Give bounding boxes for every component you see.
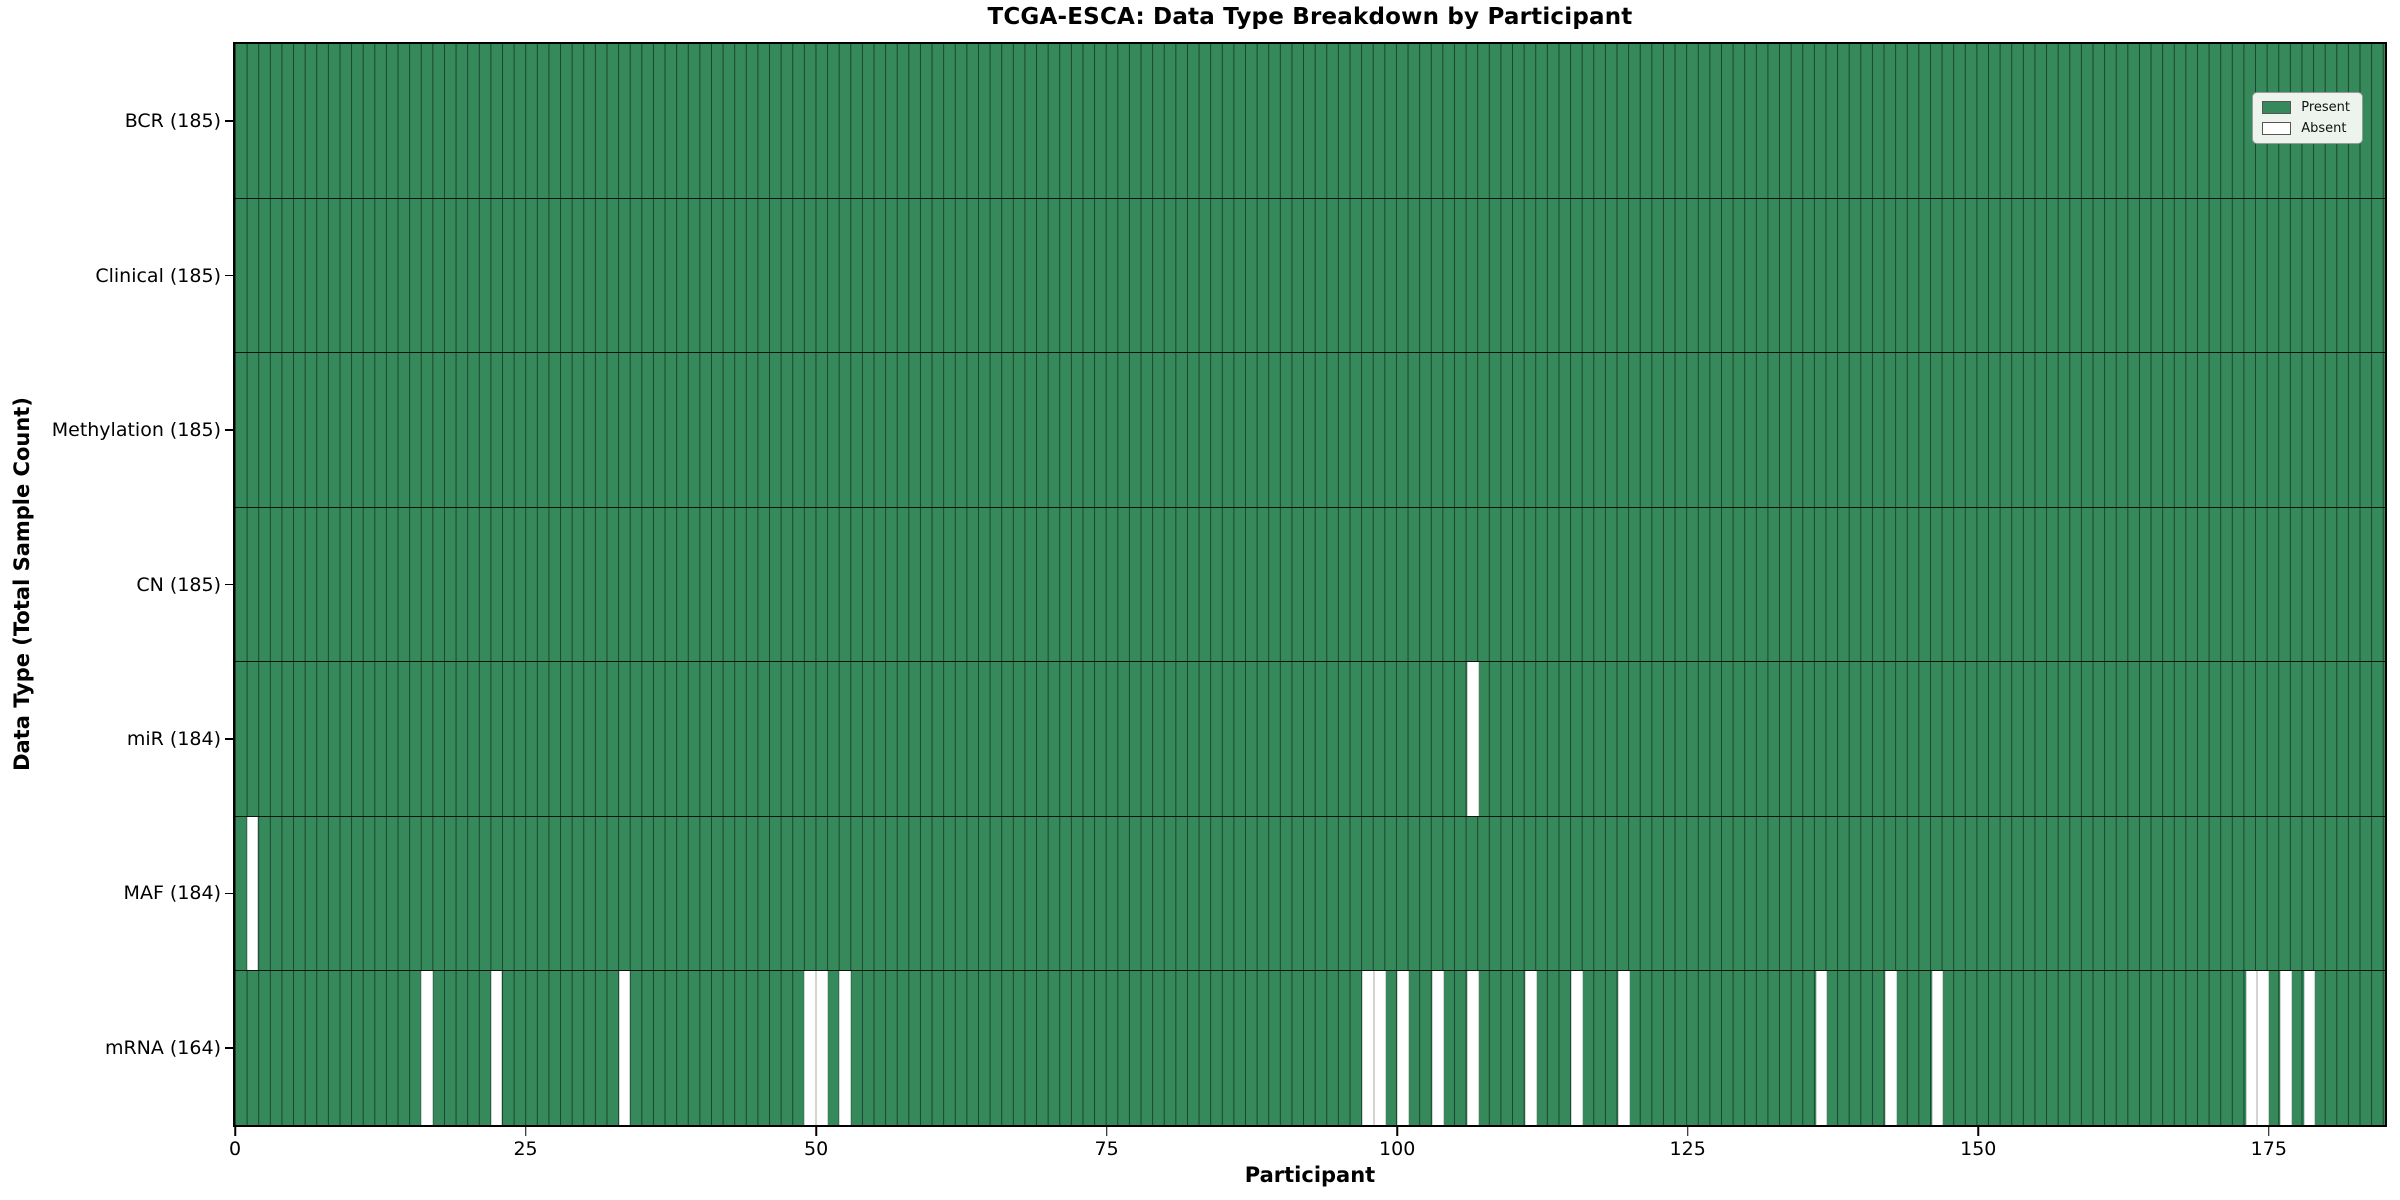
heatmap-row-clinical: [235, 198, 2385, 354]
absent-cell: [2303, 971, 2316, 1126]
y-tick-mark: [225, 274, 233, 277]
x-tick-mark: [1105, 1127, 1108, 1136]
x-tick-mark: [234, 1127, 236, 1136]
y-tick-label: MAF (184): [123, 882, 221, 905]
absent-cell: [490, 971, 503, 1126]
x-tick-mark: [1977, 1127, 1979, 1136]
absent-cell: [1432, 971, 1444, 1126]
heatmap-row-cn: [235, 507, 2385, 663]
legend-swatch-absent: [2262, 122, 2292, 135]
x-tick-label: 50: [803, 1138, 829, 1160]
heatmap-rows: [235, 44, 2385, 1126]
x-axis-label: Participant: [1244, 1163, 1376, 1187]
heatmap-row-bcr: [235, 44, 2385, 199]
absent-cell: [1931, 971, 1944, 1126]
legend-label: Absent: [2301, 121, 2347, 136]
legend-swatch-present: [2262, 101, 2292, 114]
absent-cell: [839, 971, 851, 1126]
absent-cell: [2280, 971, 2292, 1126]
absent-cell: [1525, 971, 1537, 1126]
chart-title: TCGA-ESCA: Data Type Breakdown by Partic…: [987, 4, 1633, 30]
x-tick-label: 75: [1094, 1138, 1119, 1160]
heatmap-row-mrna: [235, 971, 2385, 1126]
x-tick-label: 125: [1669, 1138, 1706, 1160]
x-tick-mark: [1396, 1127, 1398, 1136]
x-tick-mark: [1686, 1127, 1689, 1136]
absent-cell: [1571, 971, 1584, 1126]
absent-cell: [804, 971, 817, 1126]
heatmap-row-maf: [235, 816, 2385, 972]
plot-area: Present Absent: [233, 42, 2387, 1127]
x-tick-label: 175: [2250, 1138, 2287, 1160]
absent-cell: [1362, 971, 1374, 1126]
x-tick-label: 0: [228, 1138, 242, 1160]
y-tick-mark: [225, 429, 233, 431]
x-tick-label: 25: [513, 1138, 538, 1160]
legend-entry-present: Present: [2262, 100, 2350, 115]
y-tick-label: BCR (185): [124, 110, 221, 133]
x-tick-label: 100: [1379, 1138, 1416, 1160]
y-axis-label: Data Type (Total Sample Count): [10, 397, 34, 771]
x-tick-mark: [524, 1127, 527, 1136]
heatmap-row-methylation: [235, 353, 2385, 508]
absent-cell: [816, 971, 828, 1126]
y-tick-label: Methylation (185): [51, 419, 221, 442]
absent-cell: [1373, 971, 1386, 1126]
x-tick-label: 150: [1960, 1138, 1997, 1160]
heatmap-row-mir: [235, 662, 2385, 817]
absent-cell: [2257, 971, 2269, 1126]
legend-label: Present: [2301, 100, 2350, 115]
absent-cell: [1815, 971, 1828, 1126]
y-tick-label: mRNA (164): [104, 1036, 221, 1059]
legend: Present Absent: [2252, 92, 2363, 144]
y-tick-mark: [225, 738, 233, 740]
y-tick-label: miR (184): [126, 727, 221, 750]
absent-cell: [1466, 662, 1479, 816]
legend-entry-absent: Absent: [2262, 121, 2350, 136]
x-tick-mark: [815, 1127, 817, 1136]
absent-cell: [618, 971, 631, 1126]
y-tick-label: Clinical (185): [95, 264, 221, 287]
y-tick-mark: [225, 583, 233, 586]
absent-cell: [1397, 971, 1409, 1126]
absent-cell: [1885, 971, 1897, 1126]
y-tick-label: CN (185): [136, 573, 221, 596]
y-tick-mark: [225, 892, 233, 895]
absent-cell: [1617, 971, 1630, 1126]
y-tick-mark: [225, 1047, 233, 1049]
absent-cell: [2245, 971, 2258, 1126]
absent-cell: [246, 816, 259, 971]
absent-cell: [1466, 971, 1479, 1126]
y-tick-mark: [225, 120, 233, 122]
absent-cell: [420, 971, 433, 1126]
x-tick-mark: [2268, 1127, 2270, 1136]
